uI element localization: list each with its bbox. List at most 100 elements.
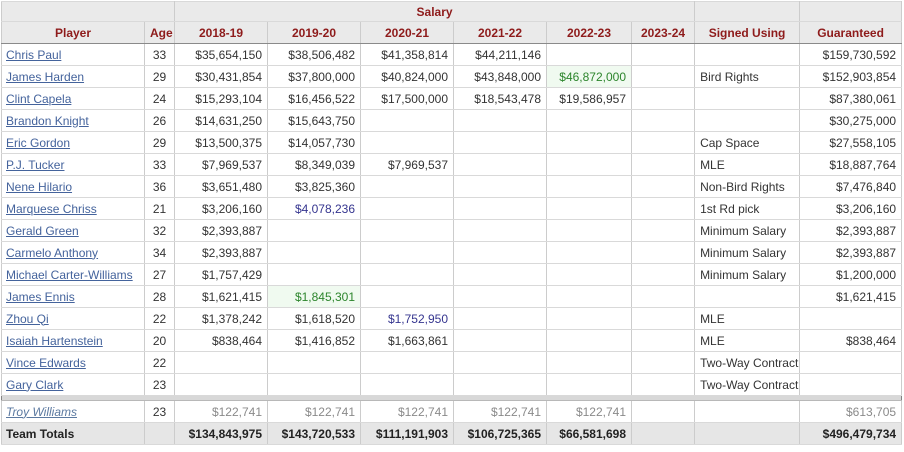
salary-cell <box>546 263 632 286</box>
salary-cell: $1,752,950 <box>360 307 454 330</box>
player-link[interactable]: Marquese Chriss <box>6 201 97 216</box>
player-link[interactable]: Isaiah Hartenstein <box>6 333 103 348</box>
col-header-2019-20[interactable]: 2019-20 <box>267 21 361 44</box>
salary-cell <box>630 219 696 242</box>
player-link[interactable]: P.J. Tucker <box>6 157 65 172</box>
guaranteed-cell: $27,558,105 <box>799 131 903 154</box>
salary-cell <box>453 131 547 154</box>
col-header-age[interactable]: Age <box>144 21 175 44</box>
salary-cell: $122,741 <box>174 400 268 423</box>
salary-cell: $19,586,957 <box>546 87 632 110</box>
col-header-2023-24[interactable]: 2023-24 <box>630 21 696 44</box>
age-cell: 22 <box>144 307 175 330</box>
salary-cell <box>360 285 454 308</box>
salary-cell <box>630 175 696 198</box>
salary-cell: $18,543,478 <box>453 87 547 110</box>
salary-cell <box>174 373 268 396</box>
salary-cell <box>546 197 632 220</box>
salary-cell <box>453 373 547 396</box>
player-cell: Vince Edwards <box>1 351 145 374</box>
col-header-signed-using[interactable]: Signed Using <box>694 21 801 44</box>
player-cell: Brandon Knight <box>1 109 145 132</box>
guaranteed-cell: $613,705 <box>799 400 903 423</box>
salary-cell <box>453 153 547 176</box>
player-link[interactable]: Vince Edwards <box>6 355 86 370</box>
salary-cell: $2,393,887 <box>174 241 268 264</box>
salary-cell <box>546 153 632 176</box>
salary-cell <box>453 329 547 352</box>
salary-cell: $14,057,730 <box>267 131 361 154</box>
salary-cell: $7,969,537 <box>360 153 454 176</box>
salary-cell <box>453 263 547 286</box>
signed-using-cell <box>694 109 801 132</box>
table-row: Nene Hilario 36 $3,651,480 $3,825,360 Non-Bi… <box>1 175 903 198</box>
salary-cell: $17,500,000 <box>360 87 454 110</box>
salary-cell <box>546 241 632 264</box>
salary-cell <box>630 43 696 66</box>
age-cell: 33 <box>144 43 175 66</box>
player-link[interactable]: Carmelo Anthony <box>6 245 99 260</box>
salary-cell: $111,191,903 <box>360 422 454 445</box>
salary-cell: $30,431,854 <box>174 65 268 88</box>
player-link[interactable]: Michael Carter-Williams <box>6 267 133 282</box>
salary-cell <box>360 197 454 220</box>
age-cell: 34 <box>144 241 175 264</box>
player-cell: P.J. Tucker <box>1 153 145 176</box>
player-cell: James Ennis <box>1 285 145 308</box>
player-link[interactable]: Gary Clark <box>6 377 64 392</box>
col-header-2020-21[interactable]: 2020-21 <box>360 21 454 44</box>
salary-cell <box>630 241 696 264</box>
player-link[interactable]: Nene Hilario <box>6 179 73 194</box>
col-header-guaranteed[interactable]: Guaranteed <box>799 21 903 44</box>
salary-cell: $37,800,000 <box>267 65 361 88</box>
col-header-player[interactable]: Player <box>1 21 145 44</box>
player-link[interactable]: Gerald Green <box>6 223 79 238</box>
salary-cell <box>630 373 696 396</box>
header-group-row: Salary <box>1 1 903 22</box>
player-link[interactable]: Brandon Knight <box>6 113 89 128</box>
salary-cell <box>453 285 547 308</box>
player-cell: Carmelo Anthony <box>1 241 145 264</box>
salary-cell <box>360 351 454 374</box>
player-link[interactable]: James Harden <box>6 69 85 84</box>
salary-cell: $122,741 <box>546 400 632 423</box>
player-link[interactable]: Chris Paul <box>6 47 62 62</box>
salary-cell: $35,654,150 <box>174 43 268 66</box>
signed-using-cell: Minimum Salary <box>694 219 801 242</box>
header-group-blank-left <box>1 1 175 22</box>
col-header-2018-19[interactable]: 2018-19 <box>174 21 268 44</box>
salary-cell <box>546 329 632 352</box>
player-link[interactable]: Troy Williams <box>6 404 77 419</box>
salary-cell <box>546 131 632 154</box>
salary-cell: $838,464 <box>174 329 268 352</box>
salary-cell <box>453 175 547 198</box>
salary-cell <box>630 285 696 308</box>
col-header-2021-22[interactable]: 2021-22 <box>453 21 547 44</box>
totals-row: Team Totals $134,843,975 $143,720,533 $111,… <box>1 422 903 445</box>
salary-cell <box>546 351 632 374</box>
player-link[interactable]: Clint Capela <box>6 91 72 106</box>
guaranteed-cell: $2,393,887 <box>799 241 903 264</box>
salary-cell: $3,651,480 <box>174 175 268 198</box>
player-link[interactable]: Zhou Qi <box>6 311 49 326</box>
col-header-2022-23[interactable]: 2022-23 <box>546 21 632 44</box>
player-link[interactable]: James Ennis <box>6 289 75 304</box>
table-row: P.J. Tucker 33 $7,969,537 $8,349,039 $7,969,… <box>1 153 903 176</box>
salary-cell <box>360 219 454 242</box>
signed-using-cell: MLE <box>694 153 801 176</box>
age-cell: 27 <box>144 263 175 286</box>
player-cell: Isaiah Hartenstein <box>1 329 145 352</box>
salary-cell: $143,720,533 <box>267 422 361 445</box>
guaranteed-cell: $18,887,764 <box>799 153 903 176</box>
header-group-blank-guaranteed <box>799 1 903 22</box>
guaranteed-cell: $30,275,000 <box>799 109 903 132</box>
age-cell: 24 <box>144 87 175 110</box>
age-cell: 28 <box>144 285 175 308</box>
signed-using-cell: Two-Way Contract <box>694 373 801 396</box>
table-row: Michael Carter-Williams 27 $1,757,429 Minim… <box>1 263 903 286</box>
signed-using-cell: Minimum Salary <box>694 263 801 286</box>
player-link[interactable]: Eric Gordon <box>6 135 71 150</box>
salary-cell: $122,741 <box>267 400 361 423</box>
salary-cell: $122,741 <box>453 400 547 423</box>
guaranteed-cell: $87,380,061 <box>799 87 903 110</box>
